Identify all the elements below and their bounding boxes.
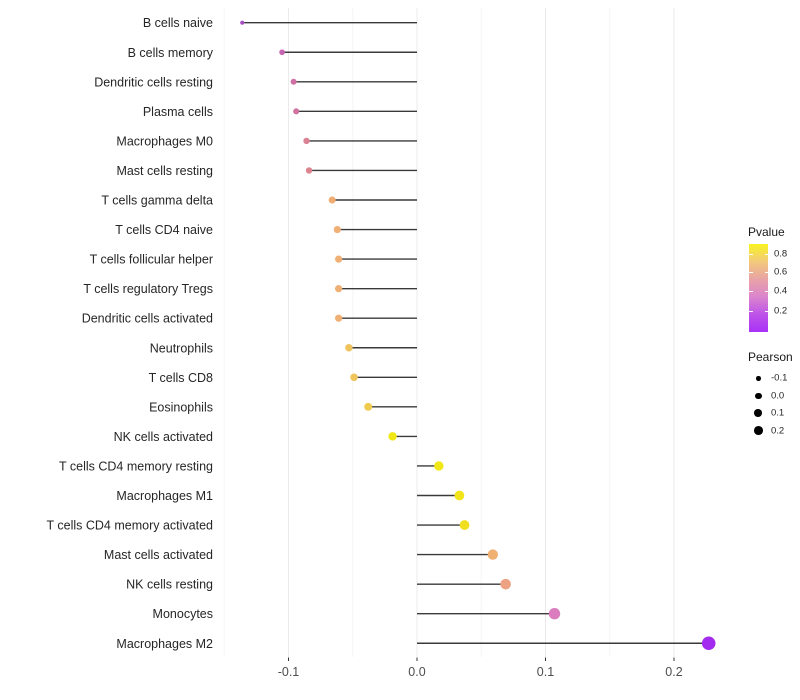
lollipop-dot[interactable]: [548, 608, 561, 620]
category-label: T cells CD4 memory resting: [59, 459, 213, 473]
pvalue-bar-tick: [749, 311, 753, 312]
category-label: NK cells resting: [126, 578, 213, 592]
pearson-legend-dot: [754, 392, 762, 400]
category-label: T cells follicular helper: [90, 253, 213, 267]
pvalue-bar-tick: [749, 254, 753, 255]
category-label: Monocytes: [153, 607, 213, 621]
category-label: Macrophages M0: [116, 134, 213, 148]
pearson-legend-title: Pearson: [748, 350, 793, 364]
lollipop-dot[interactable]: [335, 255, 343, 263]
lollipop-dot[interactable]: [454, 490, 465, 501]
x-axis-tick-label: 0.1: [537, 665, 554, 679]
lollipop-dot[interactable]: [388, 432, 397, 441]
lollipop-dot[interactable]: [345, 344, 353, 352]
category-label: T cells regulatory Tregs: [83, 282, 213, 296]
category-label: Macrophages M2: [116, 637, 213, 651]
lollipop-dot[interactable]: [279, 49, 285, 56]
category-label: Plasma cells: [143, 105, 213, 119]
pearson-size-label: 0.2: [771, 425, 785, 437]
pvalue-bar-tick: [749, 272, 753, 273]
lollipop-dot[interactable]: [335, 314, 343, 322]
pearson-legend: Pearson -0.1 0.0 0.1 0.2: [748, 350, 800, 445]
lollipop-dot[interactable]: [364, 402, 373, 411]
category-label: Macrophages M1: [116, 489, 213, 503]
pvalue-bar-tick: [764, 311, 768, 312]
lollipop-dot[interactable]: [290, 78, 297, 85]
category-label: T cells CD4 memory activated: [47, 519, 214, 533]
pvalue-bar-tick: [764, 272, 768, 273]
category-label: Dendritic cells activated: [82, 312, 213, 326]
lollipop-dot[interactable]: [303, 137, 310, 145]
lollipop-dot[interactable]: [293, 108, 300, 115]
category-label: Mast cells resting: [116, 164, 213, 178]
pvalue-tick-label: 0.4: [774, 285, 788, 297]
category-label: B cells naive: [143, 16, 213, 30]
category-label: NK cells activated: [114, 430, 213, 444]
pearson-size-label: -0.1: [771, 372, 788, 384]
pvalue-gradient-bar: [749, 244, 768, 332]
category-label: Eosinophils: [149, 400, 213, 414]
lollipop-dot[interactable]: [333, 225, 341, 234]
pearson-size-label: 0.1: [771, 407, 785, 419]
lollipop-dot[interactable]: [701, 636, 716, 651]
pvalue-bar-tick: [764, 254, 768, 255]
x-axis-tick-label: 0.2: [665, 665, 682, 679]
pvalue-legend-title: Pvalue: [748, 225, 785, 239]
lollipop-dot[interactable]: [500, 578, 511, 590]
pvalue-bar-tick: [764, 291, 768, 292]
x-axis-tick-label: 0.0: [408, 665, 425, 679]
pvalue-legend: Pvalue 0.8 0.6 0.4 0.2: [748, 225, 800, 345]
category-label: Dendritic cells resting: [94, 75, 213, 89]
pearson-size-label: 0.0: [771, 390, 785, 402]
lollipop-dot[interactable]: [434, 461, 444, 471]
pvalue-tick-label: 0.6: [774, 266, 788, 278]
pearson-legend-dot: [754, 409, 763, 418]
category-label: T cells gamma delta: [101, 194, 213, 208]
lollipop-dot[interactable]: [305, 167, 313, 174]
pvalue-tick-label: 0.2: [774, 305, 788, 317]
lollipop-dot[interactable]: [459, 520, 470, 530]
lollipop-dot[interactable]: [328, 196, 336, 204]
category-label: T cells CD4 naive: [115, 223, 213, 237]
category-label: Mast cells activated: [104, 548, 213, 562]
pvalue-bar-tick: [749, 291, 753, 292]
category-label: B cells memory: [128, 46, 214, 60]
category-label: Neutrophils: [150, 341, 213, 355]
lollipop-dot[interactable]: [240, 20, 245, 25]
lollipop-dot[interactable]: [487, 549, 498, 560]
pvalue-tick-label: 0.8: [774, 248, 788, 260]
category-label: T cells CD8: [149, 371, 213, 385]
lollipop-dot[interactable]: [335, 285, 343, 293]
lollipop-dot[interactable]: [350, 373, 358, 382]
x-axis-tick-label: -0.1: [278, 665, 300, 679]
pearson-legend-dot: [753, 426, 763, 436]
pearson-legend-dot: [755, 375, 761, 381]
